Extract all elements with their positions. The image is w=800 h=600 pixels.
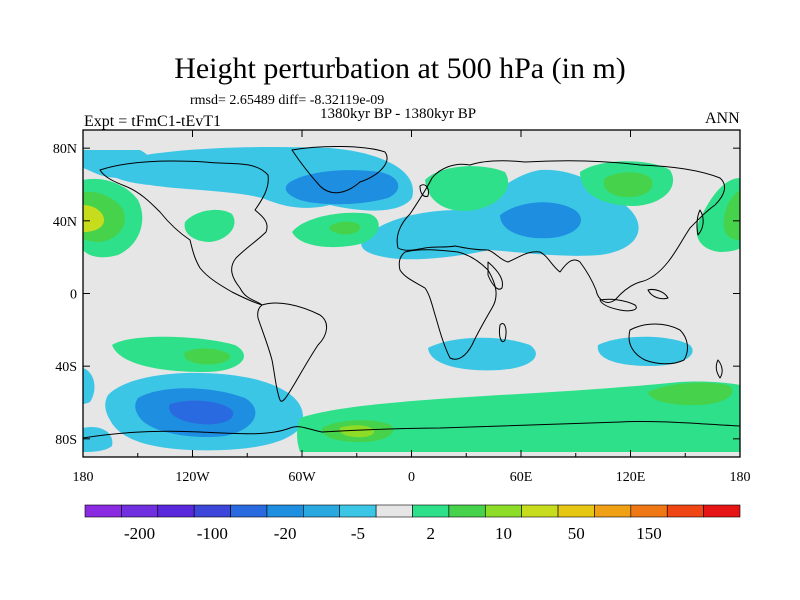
colorbar-swatch [703, 504, 741, 518]
lon-tick-label: 120W [175, 470, 210, 485]
season-label: ANN [705, 110, 740, 127]
anomaly-antarctic-west [83, 426, 113, 452]
colorbar-swatch [230, 504, 268, 518]
lon-tick-label: 120E [616, 470, 646, 485]
lon-tick-label: 0 [408, 470, 415, 485]
map-title: Height perturbation at 500 hPa (in m) [174, 52, 626, 85]
anomaly-southern-ocean-peak [339, 425, 375, 438]
colorbar: -200 -100 -20 -5 2 10 50 150 [84, 504, 741, 543]
lat-tick-label: 40N [53, 215, 77, 230]
colorbar-label: 10 [495, 524, 512, 543]
colorbar-label: 150 [636, 524, 662, 543]
colorbar-label: -200 [124, 524, 155, 543]
colorbar-swatch [375, 504, 413, 518]
colorbar-swatch [484, 504, 522, 518]
lon-tick-label: 180 [730, 470, 751, 485]
colorbar-swatch [448, 504, 486, 518]
colorbar-swatch [630, 504, 668, 518]
anomaly-australia [597, 336, 693, 366]
colorbar-label: -100 [197, 524, 228, 543]
colorbar-swatch [594, 504, 632, 518]
latitude-ticks: 80N 40N 0 40S 80S [53, 142, 740, 448]
colorbar-label: 2 [426, 524, 435, 543]
colorbar-swatch [339, 504, 377, 518]
anomaly-southern-ocean [297, 381, 740, 452]
coastlines [83, 146, 740, 439]
contour-fills [83, 146, 740, 452]
colorbar-swatch [193, 504, 231, 518]
anomaly-europe [425, 166, 509, 211]
lat-tick-label: 80S [55, 433, 77, 448]
lon-tick-label: 60E [510, 470, 533, 485]
anomaly-south-atlantic-edge [83, 368, 95, 404]
stats-text: rmsd= 2.65489 diff= -8.32119e-09 [190, 93, 385, 108]
anomaly-north-pacific-high-east-core [723, 190, 740, 240]
anomaly-siberia-core [603, 172, 653, 198]
colorbar-swatch [412, 504, 450, 518]
colorbar-swatch [557, 504, 595, 518]
anomaly-africa-south [428, 337, 536, 371]
colorbar-swatch [666, 504, 704, 518]
lon-tick-label: 60W [288, 470, 316, 485]
colorbar-label: -5 [351, 524, 365, 543]
anomaly-north-pacific-high-core [83, 205, 104, 232]
colorbar-swatch [157, 504, 195, 518]
colorbar-label: 50 [568, 524, 585, 543]
period-text: 1380kyr BP - 1380kyr BP [320, 106, 477, 122]
anomaly-eurasia [361, 169, 639, 260]
anomaly-south-pacific-low [169, 400, 234, 425]
longitude-ticks: 180 120W 60W 0 60E 120E 180 [73, 130, 751, 485]
anomaly-southern-ocean-east [648, 382, 733, 406]
colorbar-swatch [303, 504, 341, 518]
lon-tick-label: 180 [73, 470, 94, 485]
anomaly-north-pacific-edge [83, 150, 151, 178]
experiment-label: Expt = tFmC1-tEvT1 [84, 113, 222, 130]
anomaly-north-america [184, 209, 235, 242]
lat-tick-label: 0 [70, 288, 77, 303]
colorbar-swatch [84, 504, 122, 518]
lat-tick-label: 80N [53, 142, 77, 157]
anomaly-eurasia-core [500, 202, 581, 239]
colorbar-label: -20 [274, 524, 297, 543]
colorbar-swatch [266, 504, 304, 518]
colorbar-swatch [521, 504, 559, 518]
lat-tick-label: 40S [55, 360, 77, 375]
colorbar-swatch [121, 504, 159, 518]
anomaly-south-pacific-north-core [184, 348, 231, 365]
anomaly-mid-atlantic-core [329, 221, 361, 235]
